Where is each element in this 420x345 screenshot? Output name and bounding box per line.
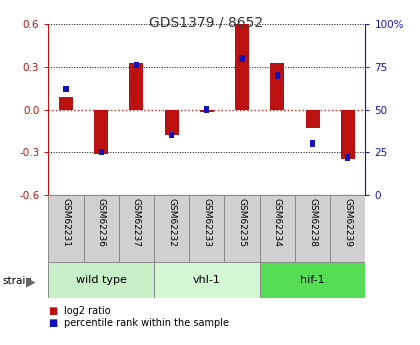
Bar (275, 72, 280, 79)
Bar (330, 195, 365, 262)
Text: strain: strain (2, 276, 32, 286)
Text: wild type: wild type (76, 275, 126, 285)
Text: ■: ■ (48, 318, 58, 327)
Text: log2 ratio: log2 ratio (64, 306, 111, 316)
Bar (84, 195, 119, 262)
Bar (345, 154, 350, 160)
Bar (99, 149, 104, 156)
Text: GSM62234: GSM62234 (273, 198, 282, 247)
Bar (224, 195, 260, 262)
Bar (129, 62, 143, 110)
Bar (48, 262, 154, 298)
Text: ▶: ▶ (26, 275, 35, 288)
Text: vhl-1: vhl-1 (193, 275, 221, 285)
Bar (310, 140, 315, 147)
Bar (235, 24, 249, 110)
Bar (204, 106, 210, 113)
Text: GSM62235: GSM62235 (238, 198, 247, 247)
Text: GSM62236: GSM62236 (97, 198, 106, 247)
Bar (260, 262, 365, 298)
Bar (165, 110, 178, 135)
Bar (189, 195, 224, 262)
Text: hif-1: hif-1 (300, 275, 325, 285)
Text: GSM62232: GSM62232 (167, 198, 176, 247)
Bar (154, 262, 260, 298)
Text: GSM62238: GSM62238 (308, 198, 317, 247)
Bar (305, 110, 320, 128)
Bar (119, 195, 154, 262)
Text: percentile rank within the sample: percentile rank within the sample (64, 318, 229, 327)
Text: ■: ■ (48, 306, 58, 316)
Bar (260, 195, 295, 262)
Bar (63, 86, 68, 92)
Text: GSM62237: GSM62237 (132, 198, 141, 247)
Bar (200, 110, 214, 112)
Bar (94, 110, 108, 154)
Bar (48, 195, 84, 262)
Bar (134, 62, 139, 68)
Bar (169, 132, 174, 138)
Bar (341, 110, 355, 159)
Text: GDS1379 / 8652: GDS1379 / 8652 (149, 16, 263, 30)
Text: GSM62231: GSM62231 (61, 198, 71, 247)
Bar (270, 62, 284, 110)
Bar (154, 195, 189, 262)
Text: GSM62233: GSM62233 (202, 198, 211, 247)
Text: GSM62239: GSM62239 (343, 198, 352, 247)
Bar (295, 195, 330, 262)
Bar (239, 55, 245, 61)
Bar (59, 97, 73, 110)
